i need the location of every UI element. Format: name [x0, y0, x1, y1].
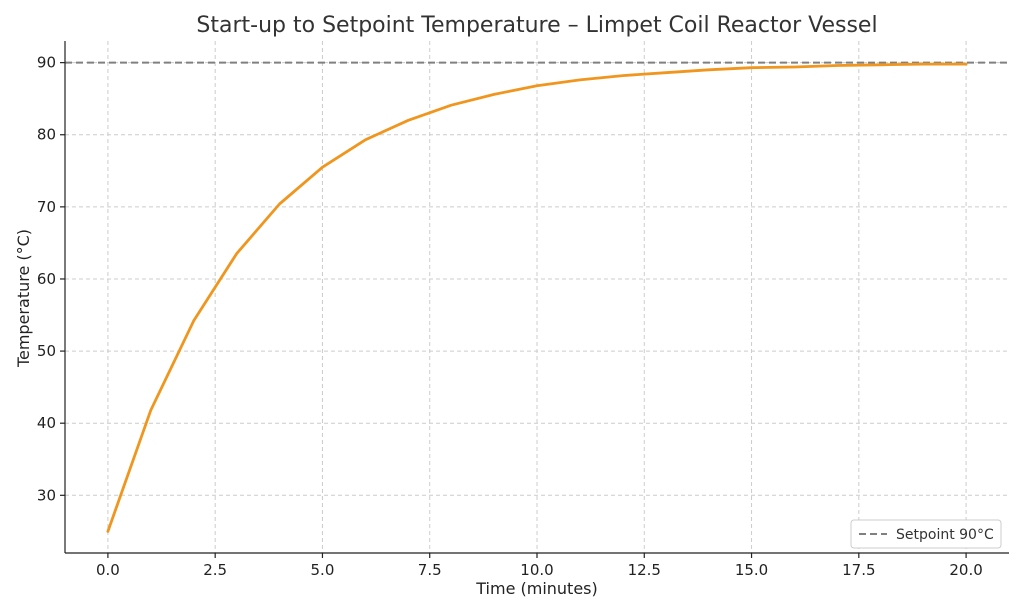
x-tick-label: 10.0 [520, 561, 553, 579]
grid [65, 41, 1009, 553]
legend-entry-label: Setpoint 90°C [896, 527, 994, 543]
y-tick-label: 90 [37, 54, 56, 72]
x-tick-label: 15.0 [735, 561, 768, 579]
x-tick-label: 12.5 [628, 561, 661, 579]
y-tick-label: 60 [37, 270, 56, 288]
chart-title: Start-up to Setpoint Temperature – Limpe… [196, 13, 877, 38]
x-tick-label: 7.5 [418, 561, 442, 579]
x-tick-label: 0.0 [96, 561, 120, 579]
x-axis-label: Time (minutes) [475, 579, 598, 598]
y-tick-label: 30 [37, 486, 56, 504]
series-layer [106, 62, 968, 533]
y-tick-label: 80 [37, 126, 56, 144]
y-tick-label: 70 [37, 198, 56, 216]
y-axis-ticks: 30 40 50 60 70 80 90 [37, 54, 65, 504]
y-axis-label: Temperature (°C) [14, 229, 33, 368]
y-tick-label: 50 [37, 342, 56, 360]
x-tick-label: 17.5 [842, 561, 875, 579]
temperature-series-line [106, 62, 968, 533]
x-tick-label: 5.0 [311, 561, 335, 579]
x-tick-label: 2.5 [203, 561, 227, 579]
legend-box [850, 519, 1002, 549]
x-axis-ticks: 0.0 2.5 5.0 7.5 10.0 12.5 15.0 17.5 20.0 [96, 553, 983, 579]
y-tick-label: 40 [37, 414, 56, 432]
legend: Setpoint 90°C [850, 519, 1002, 549]
x-tick-label: 20.0 [949, 561, 982, 579]
